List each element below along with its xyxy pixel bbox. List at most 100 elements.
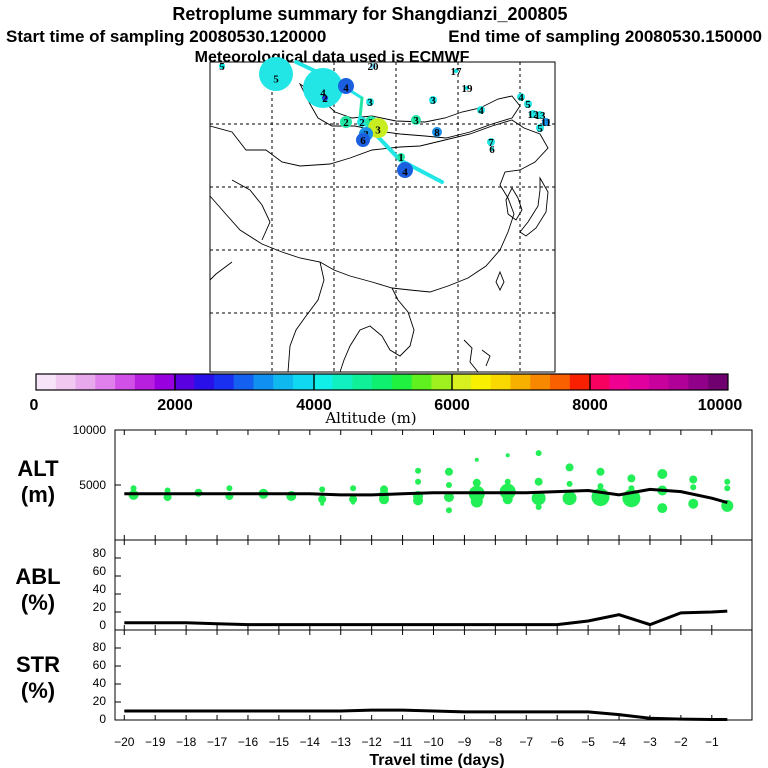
- x-tick-label: −1: [705, 735, 719, 749]
- abl-ytick-0: 0: [99, 618, 106, 632]
- alt-scatter-point: [472, 478, 481, 487]
- abl-panel-unit: (%): [21, 590, 55, 615]
- colorbar-swatch: [36, 374, 57, 390]
- map-marker-label: 6: [489, 144, 495, 156]
- alt-scatter-point: [505, 453, 510, 458]
- map-marker-dot: [429, 96, 437, 104]
- str-ytick-40: 40: [93, 676, 107, 690]
- map-marker-label: 4: [518, 92, 524, 104]
- altitude-colorbar: 0 2000 4000 6000 8000 10000 Altitude (m): [30, 373, 743, 427]
- map-marker-dot: [219, 63, 225, 69]
- alt-scatter-point: [565, 463, 574, 472]
- x-tick-label: −17: [207, 735, 228, 749]
- map-marker-label: 20: [368, 61, 380, 73]
- colorbar-swatch: [510, 374, 531, 390]
- map-marker-dot: [370, 63, 376, 69]
- alt-scatter-point: [415, 467, 422, 474]
- colorbar-swatch: [411, 374, 432, 390]
- map-marker-dot: [368, 118, 388, 138]
- map-frame: [209, 61, 556, 373]
- colorbar-swatch: [708, 374, 729, 390]
- colorbar-swatch: [629, 374, 650, 390]
- x-axis-label: Travel time (days): [369, 752, 504, 768]
- map-marker: 7: [487, 137, 495, 149]
- colorbar-swatch: [213, 374, 235, 390]
- map-marker-label: 1: [398, 152, 404, 164]
- map-marker-dot: [338, 78, 354, 94]
- colorbar-swatch: [372, 374, 393, 390]
- map-marker-label: 6: [360, 135, 366, 147]
- map-marker: 5: [219, 61, 225, 73]
- figure-title: Retroplume summary for Shangdianzi_20080…: [172, 4, 567, 24]
- alt-scatter-point: [597, 483, 604, 490]
- alt-scatter-point: [443, 492, 454, 503]
- map-coastlines: [209, 82, 549, 373]
- map-marker: 6: [489, 144, 495, 156]
- colorbar-swatch: [95, 374, 116, 390]
- colorbar-swatch: [55, 374, 77, 390]
- map-marker-dot: [357, 117, 367, 127]
- colorbar-swatch: [253, 374, 274, 390]
- map-marker-dot: [524, 100, 532, 108]
- map-marker-label: 3: [375, 124, 381, 136]
- map-marker: 3: [368, 118, 388, 138]
- map-marker-dot: [303, 68, 343, 108]
- map-marker-dot: [356, 133, 370, 147]
- map-marker-label: 19: [462, 83, 474, 95]
- map-marker-label: 3: [413, 115, 419, 127]
- alt-mean-line: [124, 487, 728, 505]
- map-marker-label: 2: [343, 117, 349, 129]
- map-marker-dot: [542, 118, 550, 126]
- map-marker: 5: [536, 123, 544, 135]
- colorbar-swatch: [293, 374, 314, 390]
- colorbar-swatch: [154, 374, 175, 390]
- colorbar-swatch: [115, 374, 136, 390]
- alt-panel-label: ALT: [17, 456, 59, 481]
- x-tick-label: −8: [489, 735, 503, 749]
- colorbar-swatch: [312, 374, 334, 390]
- map-marker-dot: [536, 111, 544, 119]
- alt-scatter-point: [689, 475, 698, 484]
- map-marker-dot: [259, 57, 293, 91]
- map-marker-dot: [340, 116, 352, 128]
- x-tick-label: −5: [581, 735, 595, 749]
- plume-markers: 55442201719334451213115222336387614: [219, 57, 551, 178]
- map-marker: 2: [322, 93, 328, 105]
- abl-ytick-40: 40: [93, 582, 107, 596]
- map-marker-dot: [411, 115, 421, 125]
- map-marker: 4: [303, 68, 343, 108]
- cbar-tick-10000: 10000: [698, 397, 743, 414]
- map-marker-label: 11: [541, 117, 551, 129]
- map-marker: 19: [462, 83, 474, 95]
- abl-ytick-60: 60: [93, 564, 107, 578]
- map-marker-dot: [490, 147, 494, 151]
- colorbar-swatch: [490, 374, 512, 390]
- alt-scatter-point: [164, 487, 171, 494]
- alt-scatter-point: [319, 486, 326, 493]
- map-marker: 4: [477, 105, 485, 117]
- alt-scatter-point: [226, 485, 233, 492]
- map-marker-label: 8: [434, 127, 440, 139]
- colorbar-swatch: [470, 374, 492, 390]
- str-ytick-80: 80: [93, 640, 107, 654]
- cbar-tick-8000: 8000: [572, 397, 608, 414]
- alt-scatter-point: [690, 484, 697, 491]
- colorbar-swatch: [233, 374, 254, 390]
- map-marker-dot: [397, 153, 405, 161]
- colorbar-swatch: [352, 374, 373, 390]
- map-marker-dot: [397, 162, 413, 178]
- x-tick-label: −20: [114, 735, 135, 749]
- map-marker-label: 17: [451, 66, 463, 78]
- x-tick-label: −4: [612, 735, 626, 749]
- alt-panel: 10000 5000 ALT (m): [17, 423, 753, 541]
- abl-line: [124, 609, 728, 627]
- alt-scatter-point: [504, 478, 511, 485]
- x-tick-label: −9: [458, 735, 472, 749]
- map-marker-label: 5: [273, 73, 279, 85]
- colorbar-swatch: [589, 374, 610, 390]
- map-marker-dot: [536, 124, 544, 132]
- abl-ytick-20: 20: [93, 600, 107, 614]
- alt-scatter-point: [444, 467, 453, 476]
- x-tick-label: −11: [393, 735, 413, 749]
- map-marker-dot: [322, 95, 328, 101]
